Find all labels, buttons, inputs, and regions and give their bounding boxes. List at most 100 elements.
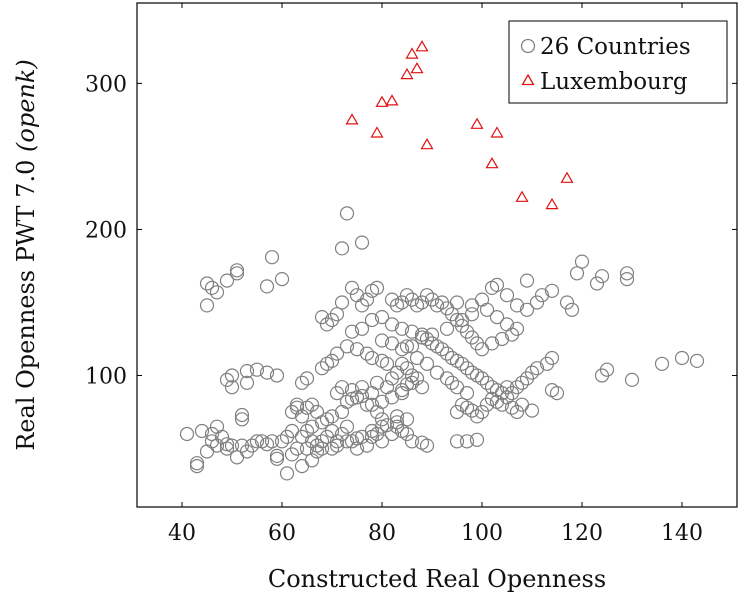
data-point-country [294,375,310,390]
data-point-country [339,419,355,434]
data-point-country [314,434,330,449]
data-point-country [334,404,350,420]
data-point-country [399,426,415,442]
legend: 26 Countries Luxembourg [508,20,728,104]
data-point-country [474,371,490,386]
y-tick-label: 300 [85,72,127,97]
data-point-country [269,448,285,463]
data-point-luxembourg [515,190,529,202]
data-point-country [499,380,515,395]
data-point-country [339,206,355,221]
x-tick-label: 60 [268,521,296,546]
data-point-country [674,350,690,366]
data-point-country [429,365,445,380]
data-point-country [419,356,435,371]
data-point-country [339,434,355,449]
data-point-country [259,279,275,294]
x-axis-label: Constructed Real Openness [268,565,606,593]
data-point-country [524,403,540,418]
data-point-country [469,432,485,447]
data-points [179,40,705,481]
data-point-country [394,356,410,371]
data-point-country [439,346,455,361]
data-point-country [214,429,230,444]
data-point-country [204,426,220,442]
data-point-country [424,292,440,307]
data-point-country [484,336,500,351]
data-point-country [359,438,375,453]
data-point-country [384,426,400,442]
data-point-country [374,394,390,409]
data-point-country [199,276,215,291]
data-point-country [619,266,635,281]
data-point-country [239,364,255,379]
data-point-country [519,302,535,317]
data-point-country [514,375,530,390]
data-point-luxembourg [415,40,429,52]
y-axis-label-suffix: (openk) [12,59,40,152]
data-point-country [479,302,495,317]
data-point-country [329,434,345,449]
data-point-country [474,404,490,420]
data-point-country [459,386,475,401]
data-point-country [379,418,395,433]
data-point-country [294,459,310,474]
data-point-country [354,388,370,404]
data-point-country [439,321,455,336]
data-point-country [204,434,220,449]
data-point-country [304,419,320,434]
data-point-country [289,441,305,456]
data-point-country [204,280,220,295]
data-point-country [399,288,415,303]
data-point-luxembourg [490,126,504,138]
data-point-country [299,441,315,456]
data-point-country [304,453,320,468]
data-point-country [389,409,405,424]
data-point-country [379,356,395,371]
data-point-country [544,383,560,398]
data-point-country [454,356,470,371]
data-point-country [324,312,340,328]
data-point-luxembourg [370,126,384,138]
data-point-country [299,371,315,386]
data-point-country [469,409,485,424]
data-point-country [314,441,330,456]
data-point-luxembourg [410,62,424,74]
data-point-country [504,327,520,342]
data-point-country [189,459,205,474]
data-point-country [529,295,545,310]
data-point-country [219,437,235,452]
axis-ticks: 40 60 80 100 120 140 100 200 300 [85,3,737,546]
data-point-country [269,368,285,383]
data-point-country [239,375,255,390]
data-point-country [409,298,425,313]
data-point-country [449,434,465,449]
data-point-luxembourg [375,95,389,107]
data-point-country [399,339,415,354]
data-point-country [509,404,525,420]
data-point-country [534,288,550,303]
data-point-country [374,310,390,325]
data-point-country [499,288,515,303]
data-point-country [359,346,375,361]
data-point-country [524,365,540,380]
data-point-country [349,288,365,303]
data-point-country [209,419,225,434]
data-point-country [599,362,615,377]
data-point-country [404,339,420,354]
data-point-country [344,280,360,295]
data-point-country [284,423,300,439]
data-point-country [324,441,340,456]
data-point-country [359,397,375,412]
data-point-country [399,361,415,376]
data-point-luxembourg [405,47,419,59]
data-point-luxembourg [385,94,399,106]
data-point-country [419,438,435,453]
data-point-country [489,310,505,325]
data-point-country [399,412,415,427]
data-point-country [414,435,430,450]
data-point-country [344,391,360,406]
x-tick-label: 140 [661,521,703,546]
data-point-country [459,361,475,376]
data-point-country [259,365,275,380]
